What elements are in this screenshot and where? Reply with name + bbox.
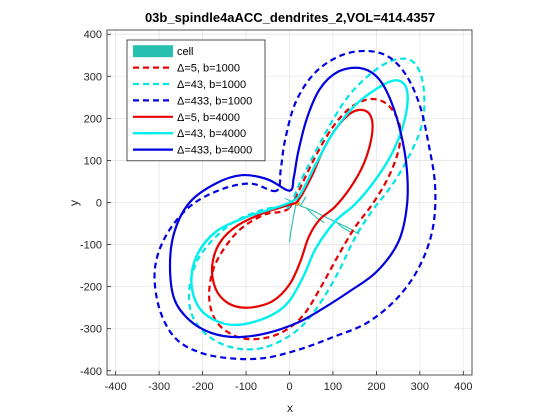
y-tick-label: -200: [80, 282, 102, 294]
x-tick-label: 300: [411, 381, 429, 393]
plot-area: [153, 49, 437, 361]
x-tick-label: -100: [235, 381, 257, 393]
series-layer: [153, 49, 437, 361]
x-tick-label: -200: [192, 381, 214, 393]
legend: cell Δ=5, b=1000 Δ=43, b=1000 Δ=433, b=1000…: [126, 39, 266, 162]
ticks: -400 -300 -200 -100 0 100 200 300 400 -400 -300 -20…: [80, 29, 473, 393]
y-axis-label: y: [67, 200, 81, 206]
y-tick-label: -300: [80, 324, 102, 336]
y-tick-label: -100: [80, 240, 102, 252]
x-tick-label: 200: [367, 381, 385, 393]
cell-dendrite-2: [306, 208, 325, 224]
chart-title: 03b_spindle4aACC_dendrites_2,VOL=414.435…: [145, 10, 435, 25]
y-tick-label: 400: [84, 29, 102, 41]
x-tick-label: -400: [105, 381, 127, 393]
cell-dendrite-3: [336, 222, 351, 233]
legend-label: Δ=43, b=4000: [177, 128, 246, 140]
cell-dendrite-4: [299, 196, 307, 207]
series-line-4: [190, 79, 409, 327]
y-tick-label: 100: [84, 155, 102, 167]
y-tick-label: 200: [84, 113, 102, 125]
x-tick-label: 400: [454, 381, 472, 393]
y-tick-label: 0: [96, 198, 102, 210]
legend-box: [126, 39, 266, 162]
legend-label: cell: [177, 46, 194, 58]
legend-label: Δ=43, b=1000: [177, 79, 246, 91]
series-line-2: [153, 49, 437, 361]
legend-label: Δ=433, b=4000: [177, 145, 252, 157]
x-tick-label: -300: [148, 381, 170, 393]
y-tick-label: -400: [80, 366, 102, 378]
series-line-0: [208, 97, 402, 341]
legend-label: Δ=5, b=4000: [177, 112, 240, 124]
x-axis-label: x: [287, 401, 293, 415]
series-line-1: [187, 57, 426, 351]
x-tick-label: 0: [286, 381, 292, 393]
legend-swatch-cell: [133, 45, 173, 58]
legend-label: Δ=433, b=1000: [177, 95, 252, 107]
y-tick-label: 300: [84, 71, 102, 83]
cell-dendrite-1: [288, 203, 297, 243]
legend-label: Δ=5, b=1000: [177, 63, 240, 75]
x-tick-label: 100: [324, 381, 342, 393]
series-line-5: [168, 66, 409, 339]
